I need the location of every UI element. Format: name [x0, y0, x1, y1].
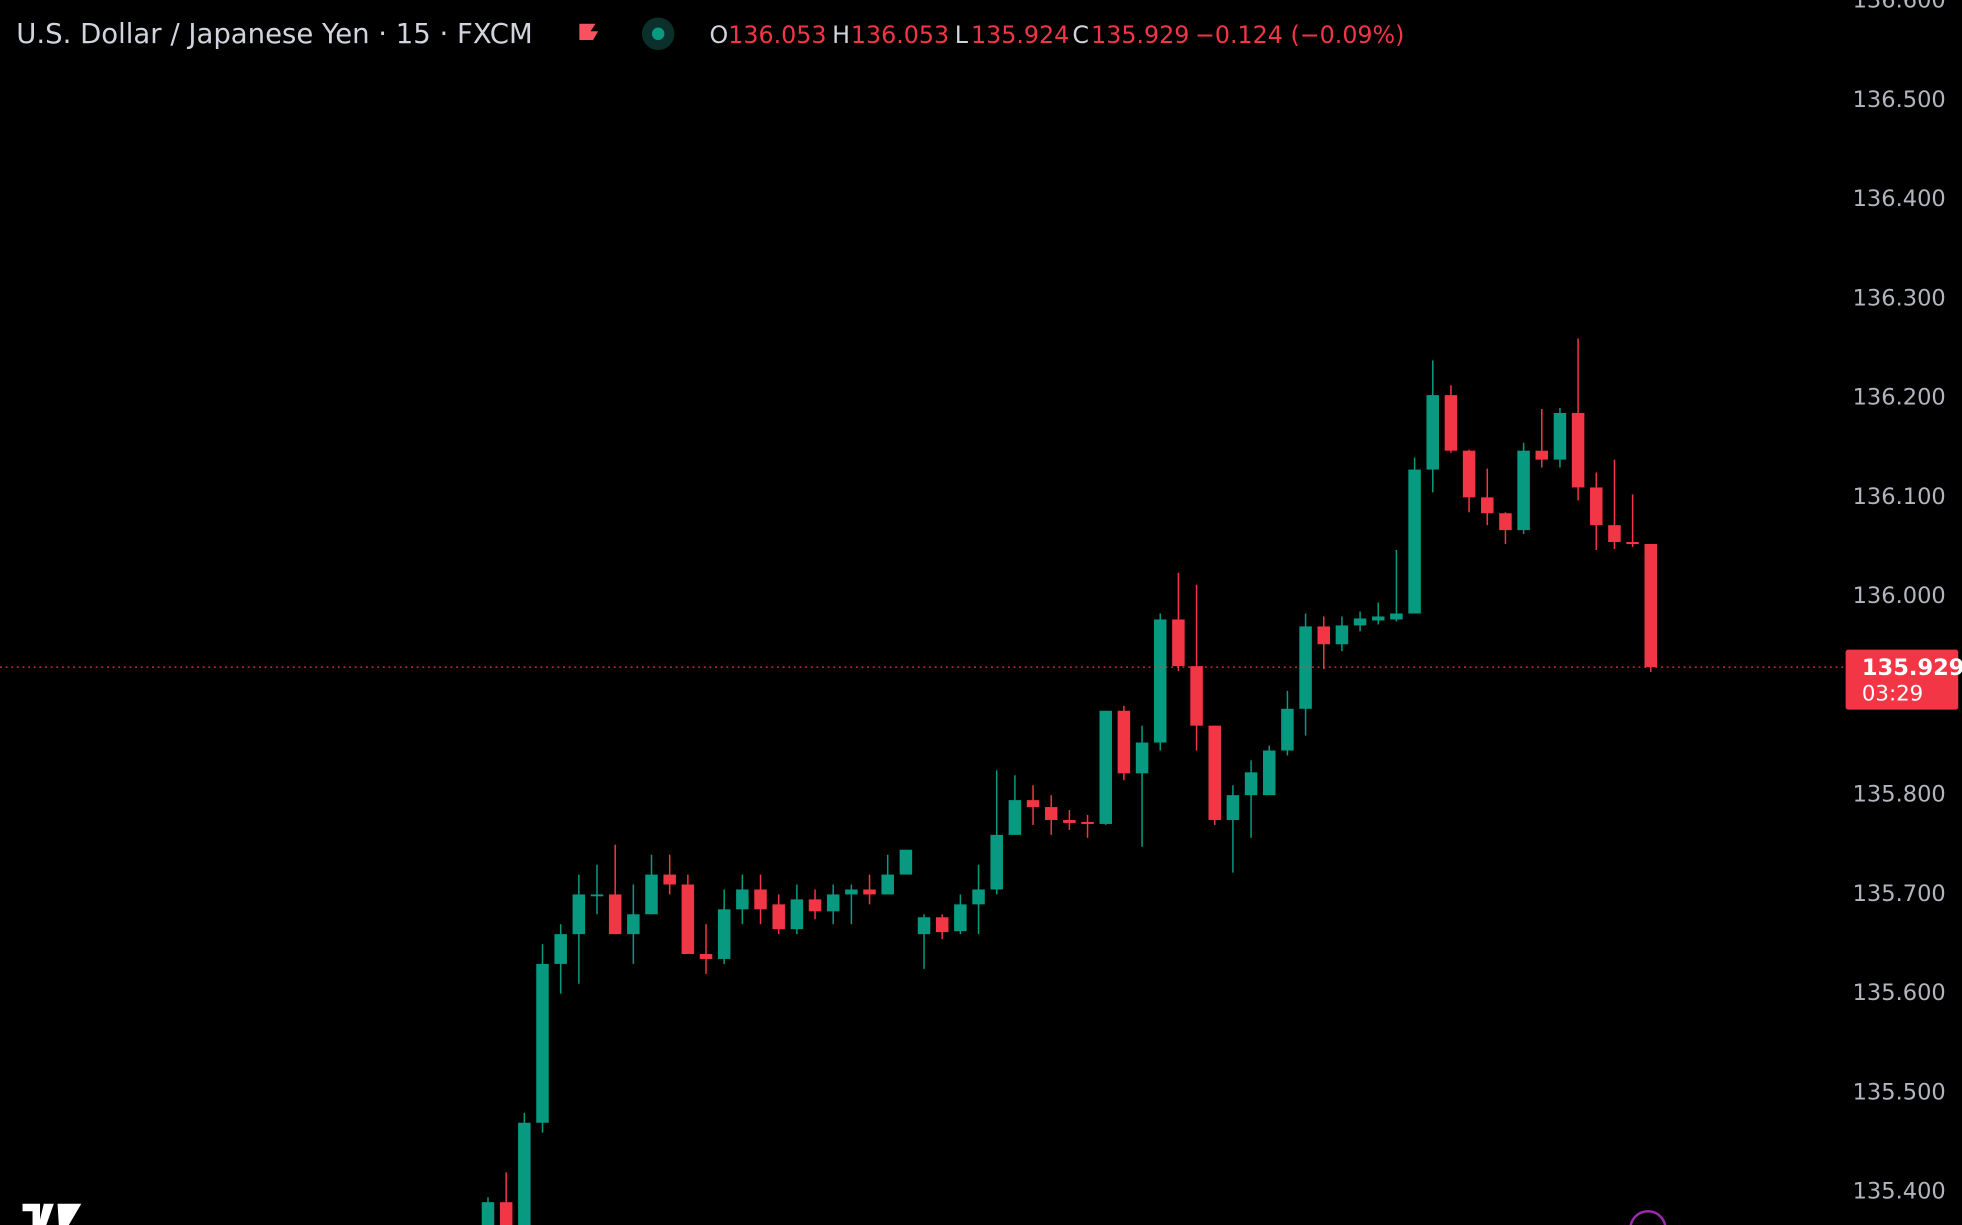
candle-body [1190, 666, 1203, 726]
tv-logo [22, 1203, 82, 1225]
countdown-label: 03:29 [1862, 682, 1923, 707]
candle-body [1335, 625, 1349, 645]
candle-body [1408, 469, 1421, 614]
ohlc-legend: O 136.053 H 136.053 L 135.924 C 135.929 −0.124 (… [709, 21, 1404, 49]
candle-body [1608, 525, 1621, 543]
candle-body [845, 889, 858, 895]
candle-body [1208, 725, 1221, 820]
candle-body [1481, 497, 1494, 514]
ohlc-label: H [832, 21, 850, 49]
candle-body [1499, 513, 1512, 531]
candle-body [663, 874, 676, 885]
candle-body [808, 899, 822, 912]
ohlc-label: C [1072, 21, 1089, 49]
y-tick-label: 136.600 [1853, 0, 1946, 13]
candle-body [1117, 710, 1131, 774]
candle-body [1517, 450, 1530, 531]
y-tick-label: 136.100 [1853, 484, 1946, 510]
candle-body [1590, 487, 1603, 526]
candle-body [826, 894, 840, 912]
candle-body [1081, 821, 1094, 824]
candle-body [1281, 708, 1294, 751]
ohlc-value: 135.929 [1091, 21, 1189, 49]
candle-body [1262, 750, 1276, 796]
candle-body [481, 1202, 495, 1225]
candle-body [1426, 395, 1440, 470]
candle-body [1299, 626, 1312, 709]
candle-body [1535, 450, 1549, 460]
candle-body [1371, 616, 1385, 621]
y-tick-label: 136.200 [1853, 385, 1946, 411]
candle-body [881, 874, 894, 895]
candle-body [1353, 618, 1367, 626]
candle-body [863, 889, 876, 895]
logo-shape [22, 1203, 82, 1225]
candle-body [990, 834, 1003, 890]
y-tick-label: 135.700 [1853, 881, 1946, 907]
candle-body [1317, 626, 1331, 645]
candle-body [899, 849, 913, 875]
y-tick-label: 136.400 [1853, 186, 1946, 212]
candle-body [954, 904, 967, 932]
candle-body [1153, 619, 1167, 743]
candle-body [935, 917, 949, 933]
candle-body [1462, 450, 1476, 498]
y-tick-label: 136.300 [1853, 285, 1946, 311]
candle-body [681, 884, 695, 954]
candle-body [1571, 412, 1585, 488]
candle-body [754, 889, 767, 910]
candle-body [1008, 800, 1022, 835]
candle-body [518, 1122, 531, 1225]
ohlc-label: O [709, 21, 728, 49]
candle-body [917, 917, 931, 935]
y-tick-label: 136.000 [1853, 583, 1946, 609]
candle-body [699, 953, 713, 959]
candle-body [1644, 544, 1658, 668]
last-price-label: 135.929 [1862, 655, 1962, 681]
candle-body [572, 894, 586, 935]
ohlc-value: 136.053 [728, 21, 826, 49]
change-value: −0.124 (−0.09%) [1195, 21, 1404, 49]
y-tick-label: 136.500 [1853, 87, 1946, 113]
candle-body [772, 904, 785, 930]
y-tick-label: 135.400 [1853, 1179, 1946, 1205]
candle-body [790, 899, 804, 930]
candle-body [590, 894, 604, 897]
candle-body [1099, 710, 1112, 824]
last-price-box [1845, 649, 1959, 710]
status-dot [651, 27, 665, 41]
candle-body [645, 874, 658, 915]
candle-body [972, 889, 985, 905]
candle-body [1553, 412, 1567, 460]
candle-body [536, 963, 549, 1123]
y-tick-label: 135.800 [1853, 782, 1946, 808]
candle-body [627, 914, 640, 935]
candle-body [554, 934, 567, 964]
candle-body [1135, 742, 1149, 774]
ohlc-label: L [955, 21, 969, 49]
candle-body [717, 909, 731, 959]
candle-body [1244, 772, 1258, 796]
candle-body [736, 889, 749, 910]
y-tick-label: 135.600 [1853, 980, 1946, 1006]
candle-body [1226, 795, 1240, 820]
candle-body [1444, 395, 1458, 451]
symbol-title: U.S. Dollar / Japanese Yen · 15 · FXCM [16, 18, 532, 50]
candle-body [1026, 800, 1040, 808]
candle-body [1172, 619, 1185, 667]
y-tick-label: 135.500 [1853, 1079, 1946, 1105]
candle-body [1063, 819, 1076, 823]
candle-body [608, 894, 622, 935]
candle-body [1626, 542, 1639, 545]
flag-icon[interactable] [579, 23, 599, 41]
candle-body [499, 1202, 513, 1225]
ohlc-value: 135.924 [971, 21, 1069, 49]
event-marker[interactable] [1629, 1209, 1667, 1225]
ohlc-value: 136.053 [851, 21, 949, 49]
candle-body [1044, 807, 1058, 820]
candle-body [1390, 613, 1403, 620]
